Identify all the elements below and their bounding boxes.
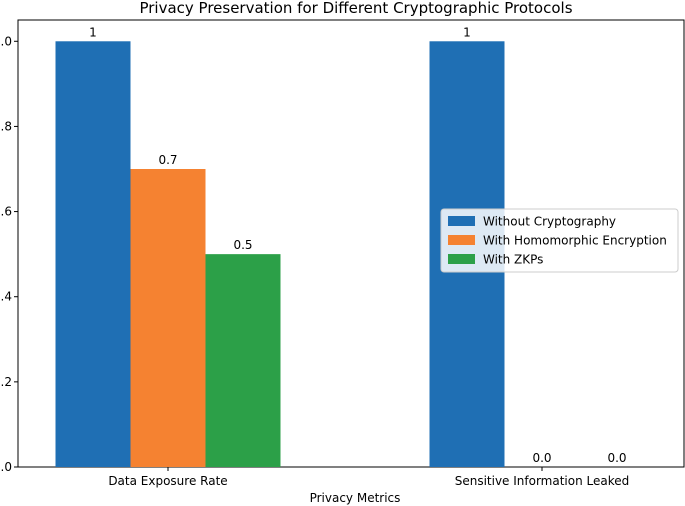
y-tick-label: 0.8: [0, 119, 12, 133]
y-tick-label: 1.0: [0, 34, 12, 48]
bar: [205, 254, 281, 467]
chart-title: Privacy Preservation for Different Crypt…: [139, 0, 572, 17]
bar: [55, 41, 131, 468]
bars-group: [55, 41, 505, 468]
bar-value-label: 1: [89, 25, 97, 39]
legend-swatch: [448, 235, 475, 245]
bar-value-label: 1: [463, 25, 471, 39]
x-tick-label: Data Exposure Rate: [108, 474, 227, 488]
plot-area: [17, 19, 685, 468]
legend-swatch: [448, 216, 475, 226]
x-tick-label: Sensitive Information Leaked: [455, 474, 630, 488]
data-labels-group: 1 0.7 0.5 1 0.0 0.0: [89, 25, 626, 465]
y-tick-label: 0.6: [0, 205, 12, 219]
bar-value-label: 0.7: [158, 153, 177, 167]
legend-label: With ZKPs: [483, 253, 543, 267]
bar-value-label: 0.0: [607, 451, 626, 465]
x-axis: Data Exposure Rate Sensitive Information …: [108, 467, 629, 488]
y-tick-label: 0.4: [0, 290, 12, 304]
legend-label: Without Cryptography: [483, 215, 616, 229]
y-tick-label: 0.2: [0, 375, 12, 389]
legend-box: [440, 208, 679, 273]
y-axis: 0.0 0.2 0.4 0.6 0.8 1.0: [0, 34, 18, 474]
legend: Without Cryptography With Homomorphic Enc…: [440, 208, 679, 273]
legend-label: With Homomorphic Encryption: [483, 234, 667, 248]
bar: [130, 169, 206, 467]
y-tick-label: 0.0: [0, 460, 12, 474]
bar-value-label: 0.0: [532, 451, 551, 465]
legend-swatch: [448, 254, 475, 264]
x-axis-label: Privacy Metrics: [310, 491, 401, 505]
bar-value-label: 0.5: [233, 238, 252, 252]
